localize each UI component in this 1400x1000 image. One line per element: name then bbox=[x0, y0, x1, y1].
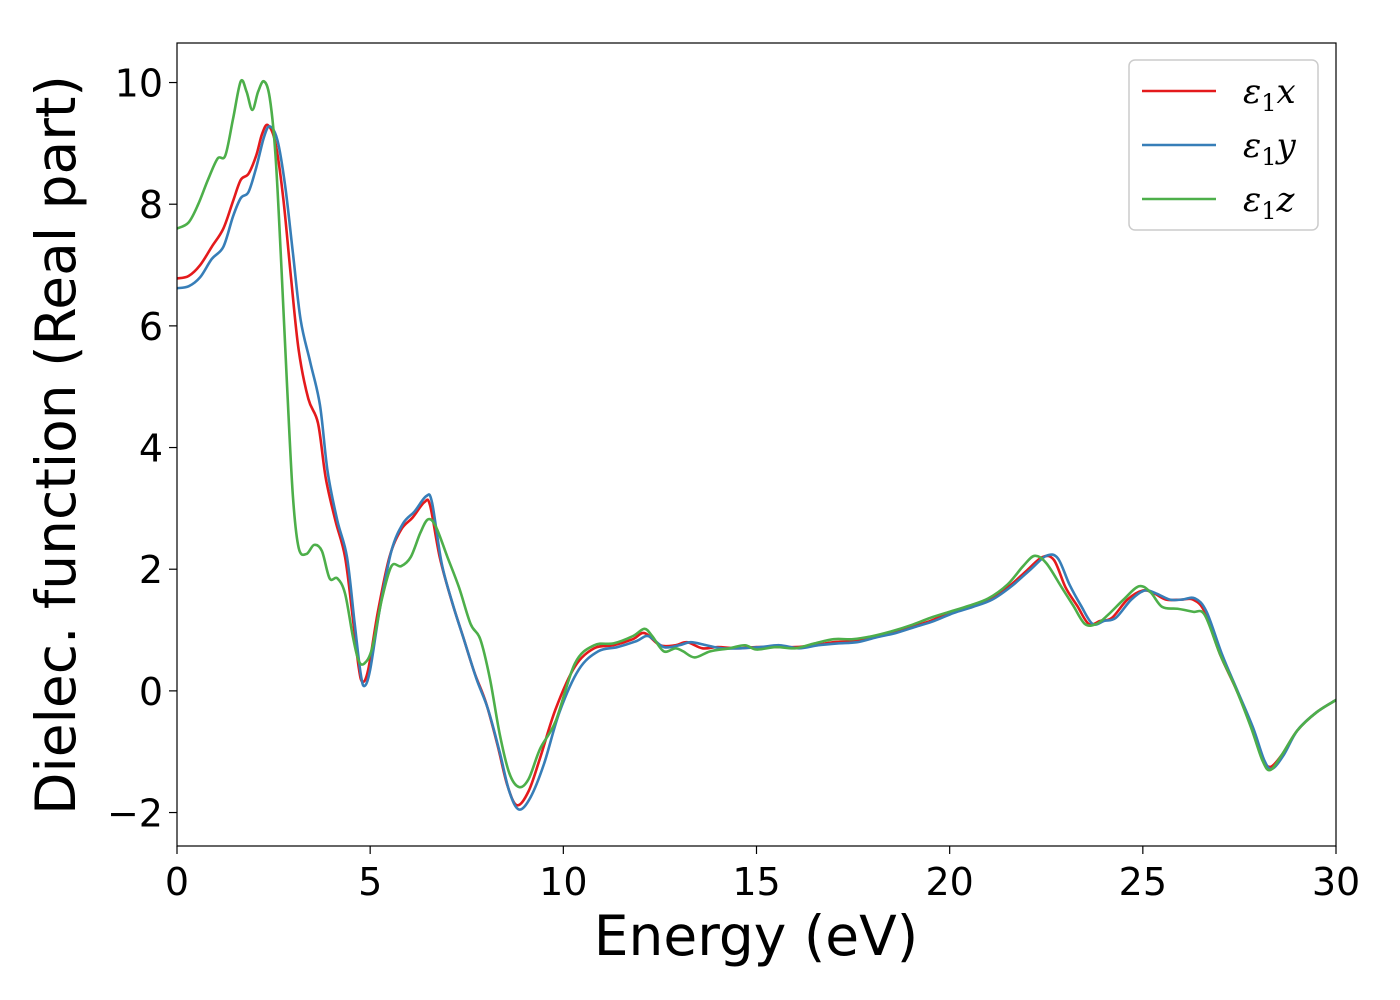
x-axis-title: Energy (eV) bbox=[594, 904, 918, 968]
legend-label-x: ε1x bbox=[1243, 72, 1296, 117]
legend-label-y: ε1y bbox=[1243, 126, 1297, 171]
legend-label-sub: 1 bbox=[1261, 89, 1276, 117]
y-axis: −2 0 2 4 6 8 10 bbox=[107, 62, 177, 836]
legend-label-main: ε bbox=[1243, 180, 1261, 220]
y-tick-label: 0 bbox=[139, 670, 163, 714]
x-tick-label: 5 bbox=[358, 860, 382, 904]
x-tick-label: 20 bbox=[925, 860, 973, 904]
legend-label-var: x bbox=[1277, 72, 1296, 112]
legend-label-z: ε1z bbox=[1243, 180, 1296, 225]
legend-box bbox=[1128, 59, 1319, 231]
x-tick-label: 30 bbox=[1312, 860, 1360, 904]
series-layer bbox=[177, 78, 1336, 811]
series-line-z bbox=[177, 78, 1336, 789]
legend-label-sub: 1 bbox=[1261, 197, 1276, 225]
legend-label-main: ε bbox=[1243, 126, 1261, 166]
x-tick-label: 25 bbox=[1119, 860, 1167, 904]
y-tick-label: 6 bbox=[139, 305, 163, 349]
y-tick-label: −2 bbox=[107, 792, 163, 836]
x-tick-label: 0 bbox=[165, 860, 189, 904]
legend-label-main: ε bbox=[1243, 72, 1261, 112]
y-axis-title: Dielec. function (Real part) bbox=[24, 75, 88, 815]
series-line-x bbox=[177, 123, 1336, 807]
y-tick-label: 10 bbox=[115, 62, 163, 106]
legend-label-var: z bbox=[1276, 180, 1296, 220]
x-tick-label: 10 bbox=[539, 860, 587, 904]
y-tick-label: 4 bbox=[139, 427, 163, 471]
legend-label-sub: 1 bbox=[1261, 143, 1276, 171]
y-tick-label: 8 bbox=[139, 183, 163, 227]
x-tick-label: 15 bbox=[732, 860, 780, 904]
y-tick-label: 2 bbox=[139, 548, 163, 592]
legend-label-var: y bbox=[1275, 126, 1297, 166]
series-line-y bbox=[177, 125, 1336, 811]
x-axis: 0 5 10 15 20 25 30 bbox=[165, 846, 1360, 904]
